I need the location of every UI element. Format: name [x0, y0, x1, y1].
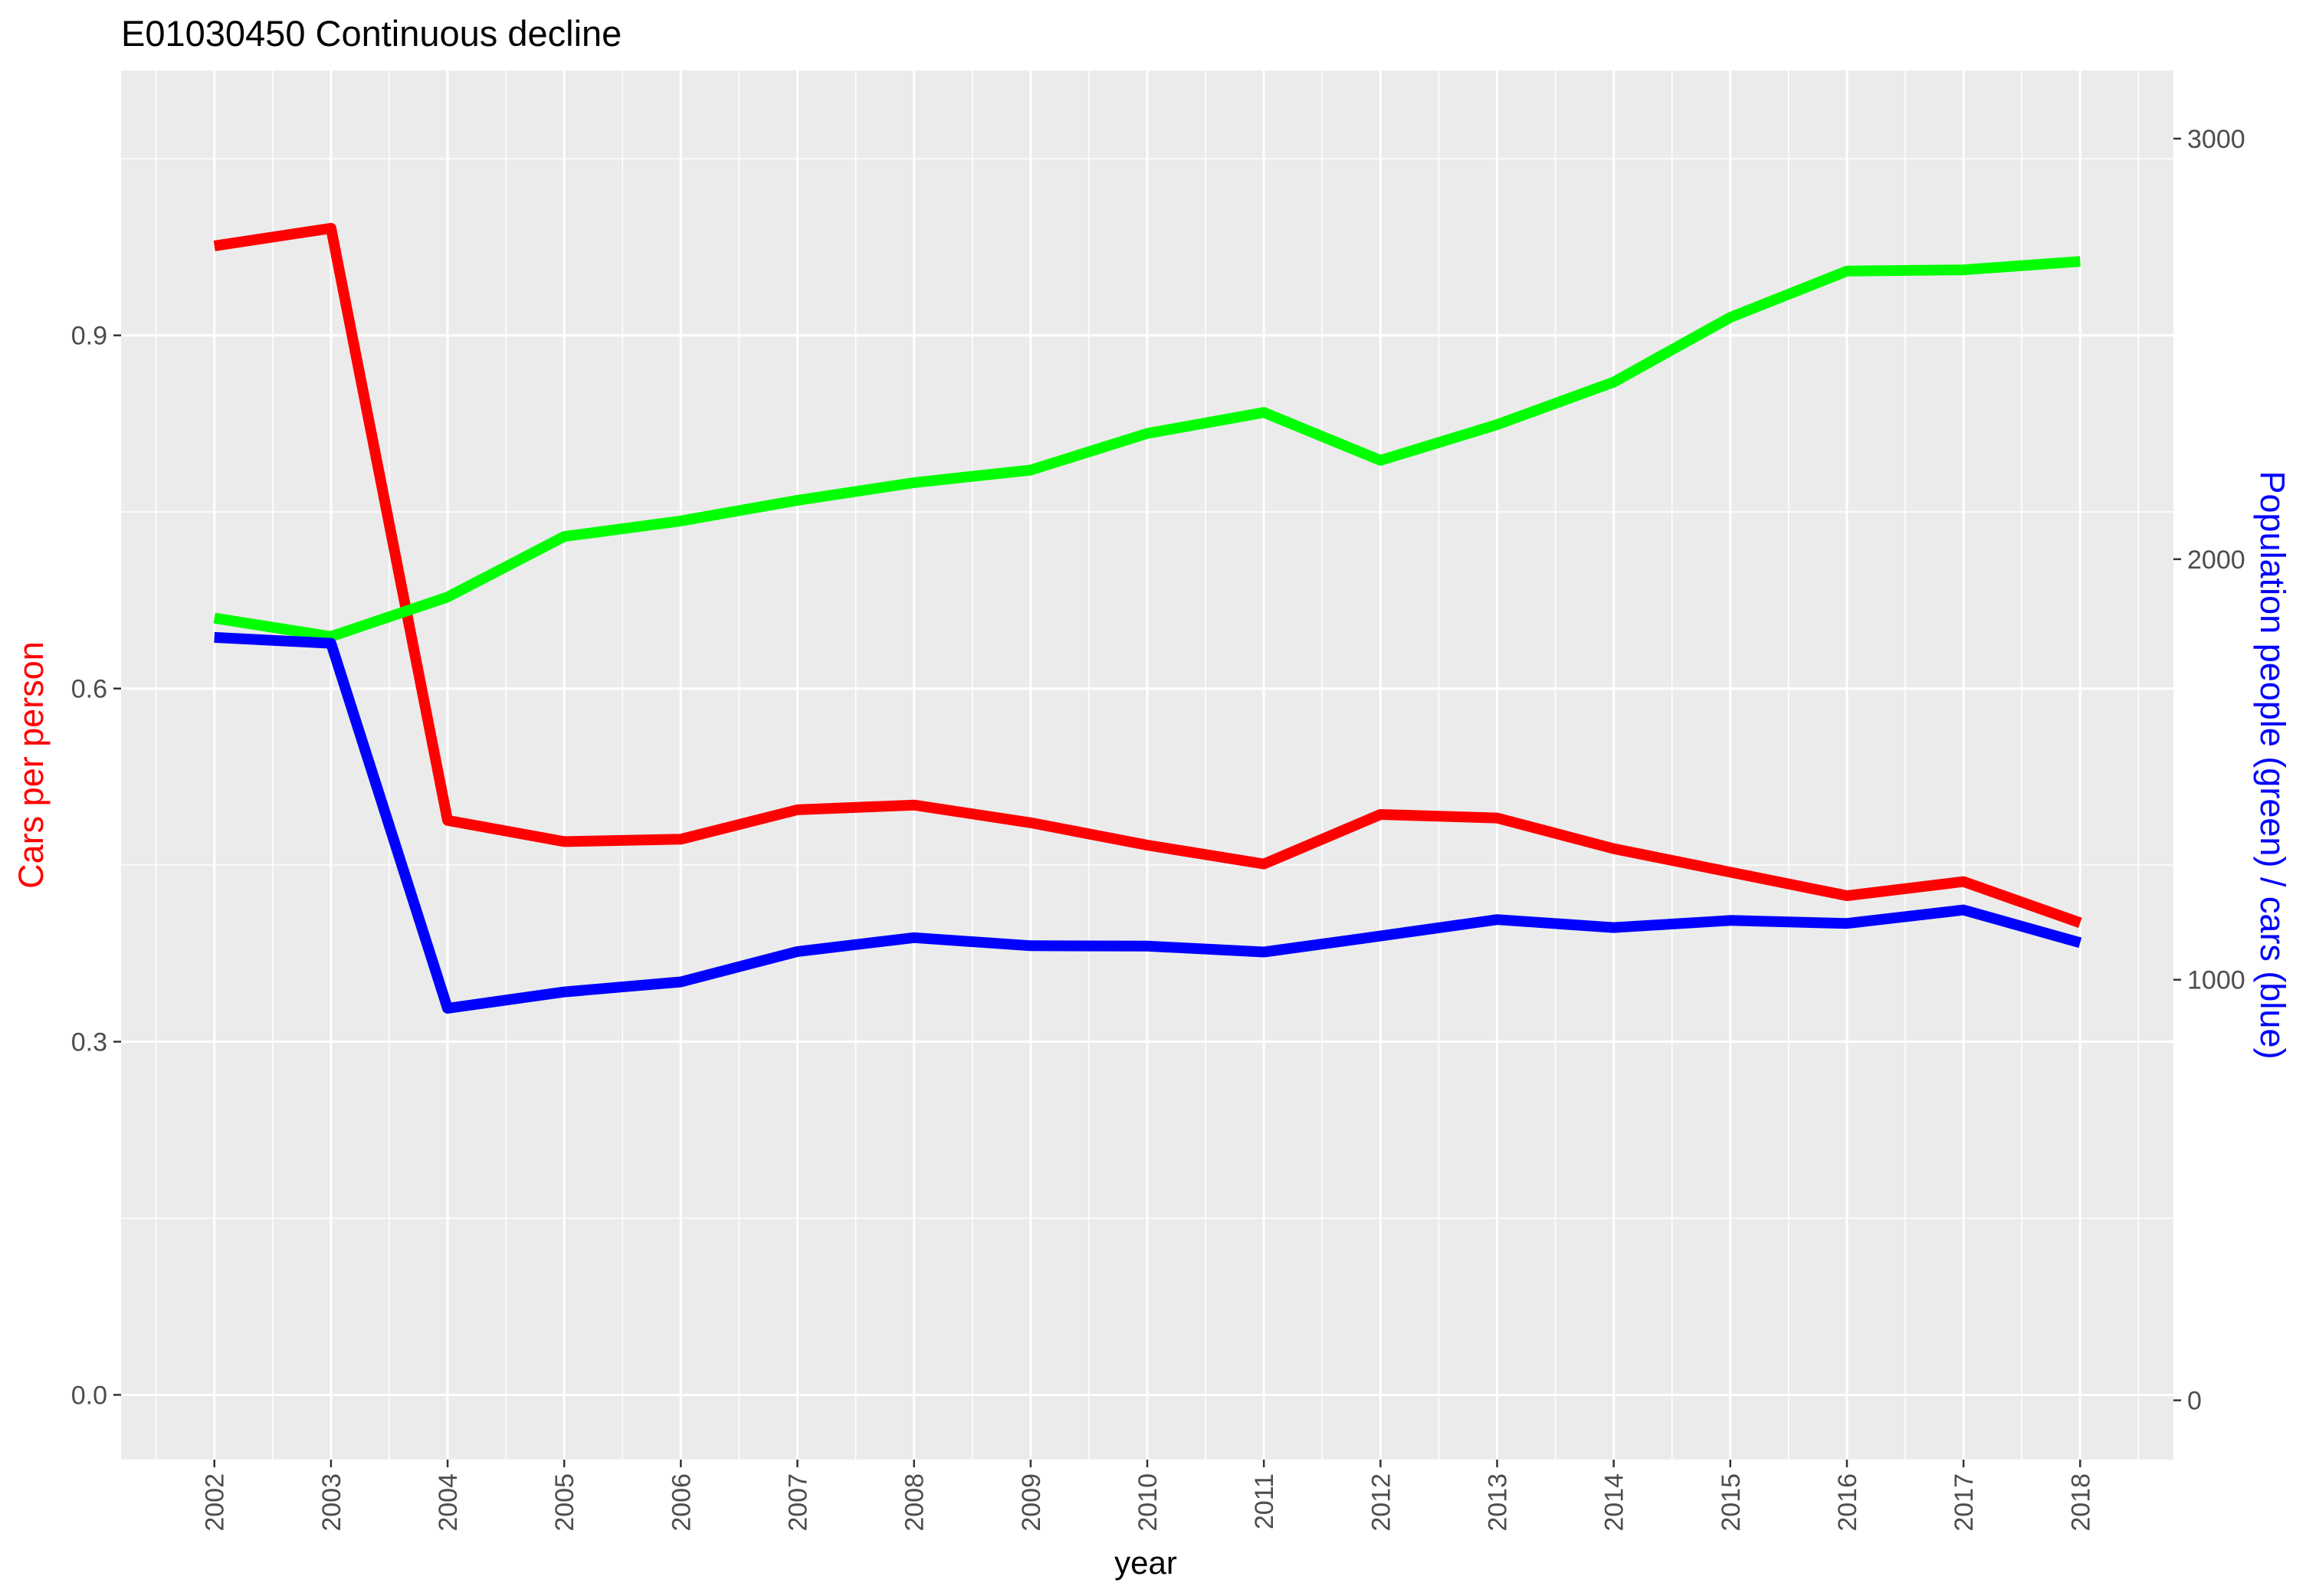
- y-left-tick-label: 0.3: [71, 1028, 107, 1057]
- y-left-tick-label: 0.0: [71, 1381, 107, 1410]
- y-axis-left-label: Cars per person: [11, 641, 51, 889]
- x-tick-label: 2005: [550, 1473, 579, 1532]
- y-left-tick-label: 0.9: [71, 322, 107, 351]
- y-right-tick-label: 1000: [2187, 966, 2245, 995]
- x-tick-label: 2007: [784, 1473, 813, 1532]
- y-axis-right-label: Population people (green) / cars (blue): [2253, 471, 2292, 1060]
- x-tick-label: 2013: [1483, 1473, 1512, 1532]
- x-tick-label: 2002: [201, 1473, 230, 1532]
- series-line-2: [213, 256, 2081, 642]
- chart-title: E01030450 Continuous decline: [121, 13, 622, 54]
- x-tick-label: 2004: [434, 1473, 463, 1532]
- x-tick-label: 2011: [1250, 1473, 1279, 1529]
- plot-panel: [121, 70, 2173, 1460]
- x-tick-label: 2015: [1717, 1473, 1746, 1532]
- x-axis-label: year: [1114, 1545, 1177, 1581]
- x-tick-label: 2009: [1017, 1473, 1046, 1532]
- y-right-tick-label: 0: [2187, 1387, 2202, 1416]
- series-line-1: [213, 222, 2082, 928]
- x-tick-label: 2003: [317, 1473, 346, 1532]
- x-tick-label: 2018: [2066, 1473, 2095, 1532]
- y-right-tick-label: 2000: [2187, 546, 2245, 575]
- x-tick-label: 2010: [1133, 1473, 1163, 1532]
- y-right-tick-label: 3000: [2187, 125, 2245, 154]
- y-left-tick-label: 0.6: [71, 675, 107, 704]
- x-tick-label: 2006: [667, 1473, 696, 1532]
- x-tick-label: 2008: [900, 1473, 930, 1532]
- x-tick-label: 2017: [1950, 1473, 1979, 1532]
- x-tick-label: 2016: [1833, 1473, 1862, 1532]
- series-line-3: [214, 631, 2082, 1014]
- x-tick-label: 2012: [1366, 1473, 1396, 1532]
- x-tick-label: 2014: [1600, 1473, 1629, 1532]
